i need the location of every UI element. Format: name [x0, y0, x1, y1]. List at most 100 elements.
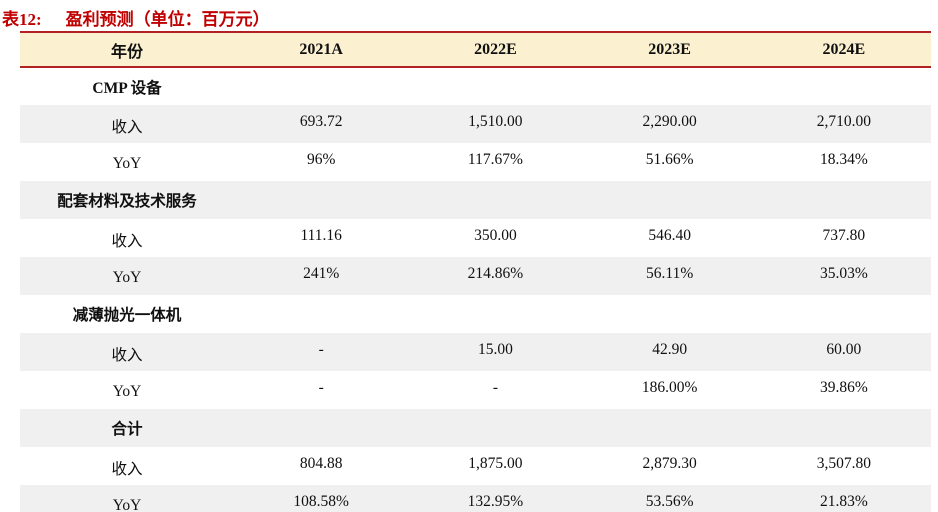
value-cell: 15.00: [408, 333, 582, 371]
value-cell: [757, 67, 931, 105]
value-cell: [234, 67, 408, 105]
value-cell: [408, 181, 582, 219]
cell-value: 39.86%: [819, 379, 868, 396]
value-cell: 42.90: [583, 333, 757, 371]
value-cell: [757, 181, 931, 219]
table-title-text: 盈利预测（单位：百万元）: [65, 10, 270, 29]
value-cell: -: [234, 333, 408, 371]
value-cell: [408, 295, 582, 333]
value-cell: 51.66%: [583, 143, 757, 181]
row-label-text: CMP 设备: [92, 79, 162, 97]
table-number: 表12:: [2, 10, 42, 29]
value-cell: 2,710.00: [757, 105, 931, 143]
value-cell: 1,875.00: [408, 447, 582, 485]
cell-value: 53.56%: [645, 493, 694, 510]
cell-value: 132.95%: [467, 493, 524, 510]
table-header: 年份 2021A 2022E 2023E 2024E: [20, 32, 931, 67]
value-cell: [583, 181, 757, 219]
cell-value: 15.00: [477, 341, 513, 358]
value-cell: 21.83%: [757, 485, 931, 512]
cell-value: 21.83%: [819, 493, 868, 510]
cell-value: 350.00: [474, 227, 517, 244]
cell-value: 2,879.30: [642, 455, 697, 472]
value-cell: 214.86%: [408, 257, 582, 295]
cell-value: 35.03%: [819, 265, 868, 282]
section-row: 配套材料及技术服务: [20, 181, 931, 219]
row-label-text: YoY: [112, 383, 142, 400]
cell-value: 108.58%: [293, 493, 349, 510]
cell-value: 693.72: [299, 113, 343, 130]
value-cell: [234, 181, 408, 219]
cell-value: 1,875.00: [468, 455, 523, 472]
value-cell: 693.72: [234, 105, 408, 143]
row-label-text: 收入: [111, 119, 143, 136]
col-header-2024e: 2024E: [822, 40, 866, 58]
value-cell: 2,879.30: [583, 447, 757, 485]
cell-value: 214.86%: [467, 265, 524, 282]
cell-value: 804.88: [299, 455, 343, 472]
value-cell: -: [408, 371, 582, 409]
value-cell: [583, 67, 757, 105]
cell-value: 117.67%: [467, 151, 523, 168]
row-label-text: 配套材料及技术服务: [57, 193, 197, 210]
col-header-2021a: 2021A: [299, 40, 343, 58]
cell-value: 42.90: [652, 341, 688, 358]
cell-value: 111.16: [300, 227, 342, 244]
table-title: 表12: 盈利预测（单位：百万元）: [0, 0, 938, 31]
value-cell: 53.56%: [583, 485, 757, 512]
table-row: 收入 - 15.00 42.90 60.00: [20, 333, 931, 371]
value-cell: 18.34%: [757, 143, 931, 181]
value-cell: 117.67%: [408, 143, 582, 181]
row-label-text: YoY: [112, 155, 142, 172]
value-cell: [757, 295, 931, 333]
cell-value: 3,507.80: [816, 455, 871, 472]
row-label: YoY: [20, 371, 234, 409]
cell-value: 2,290.00: [642, 113, 697, 130]
value-cell: 1,510.00: [408, 105, 582, 143]
value-cell: 350.00: [408, 219, 582, 257]
row-label-text: YoY: [112, 497, 142, 512]
col-header-year: 年份: [111, 43, 144, 61]
cell-value: -: [492, 379, 498, 396]
value-cell: 39.86%: [757, 371, 931, 409]
row-label: YoY: [20, 143, 234, 181]
cell-value: 96%: [306, 151, 336, 168]
value-cell: 108.58%: [234, 485, 408, 512]
table-row: YoY 241% 214.86% 56.11% 35.03%: [20, 257, 931, 295]
cell-value: -: [318, 379, 324, 396]
cell-value: -: [318, 341, 324, 358]
value-cell: [757, 409, 931, 447]
value-cell: 186.00%: [583, 371, 757, 409]
value-cell: [408, 409, 582, 447]
table-row: 收入 693.72 1,510.00 2,290.00 2,710.00: [20, 105, 931, 143]
value-cell: [583, 409, 757, 447]
cell-value: 1,510.00: [468, 113, 523, 130]
section-row: 合计: [20, 409, 931, 447]
table-row: YoY 96% 117.67% 51.66% 18.34%: [20, 143, 931, 181]
value-cell: [408, 67, 582, 105]
value-cell: 737.80: [757, 219, 931, 257]
value-cell: [583, 295, 757, 333]
row-label: CMP 设备: [20, 67, 234, 105]
row-label: 减薄抛光一体机: [20, 295, 234, 333]
cell-value: 60.00: [826, 341, 862, 358]
row-label-text: 合计: [111, 421, 143, 438]
section-row: CMP 设备: [20, 67, 931, 105]
table-row: YoY - - 186.00% 39.86%: [20, 371, 931, 409]
value-cell: 3,507.80: [757, 447, 931, 485]
row-label-text: 收入: [111, 461, 143, 478]
table-row: 收入 111.16 350.00 546.40 737.80: [20, 219, 931, 257]
value-cell: 111.16: [234, 219, 408, 257]
header-row: 年份 2021A 2022E 2023E 2024E: [20, 32, 931, 67]
row-label: 合计: [20, 409, 234, 447]
row-label-text: 减薄抛光一体机: [72, 307, 182, 324]
cell-value: 2,710.00: [816, 113, 871, 130]
col-header-2023e: 2023E: [648, 40, 691, 58]
row-label: 收入: [20, 447, 234, 485]
cell-value: 186.00%: [641, 379, 698, 396]
row-label: 收入: [20, 219, 234, 257]
value-cell: 804.88: [234, 447, 408, 485]
value-cell: 35.03%: [757, 257, 931, 295]
cell-value: 546.40: [648, 227, 691, 244]
value-cell: 241%: [234, 257, 408, 295]
